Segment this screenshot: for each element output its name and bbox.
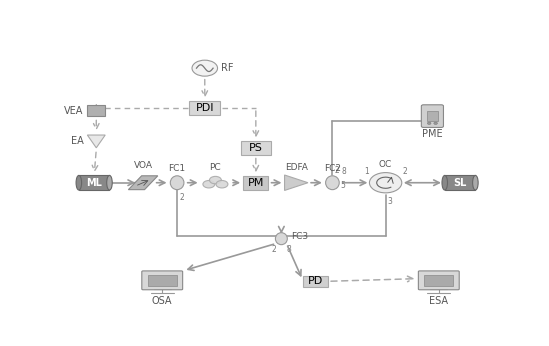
FancyBboxPatch shape (418, 271, 459, 290)
Ellipse shape (473, 175, 478, 190)
Text: PC: PC (210, 163, 221, 172)
Ellipse shape (276, 233, 287, 245)
Ellipse shape (170, 176, 184, 190)
Circle shape (192, 60, 217, 76)
Text: RF: RF (221, 63, 233, 73)
Text: EA: EA (71, 136, 83, 146)
FancyBboxPatch shape (142, 271, 183, 290)
Text: ML: ML (86, 178, 102, 188)
Text: OSA: OSA (152, 297, 172, 307)
FancyBboxPatch shape (303, 276, 328, 286)
Circle shape (428, 122, 431, 125)
Ellipse shape (442, 175, 447, 190)
Ellipse shape (76, 175, 82, 190)
FancyBboxPatch shape (421, 105, 444, 127)
Polygon shape (445, 175, 475, 190)
Text: PM: PM (248, 178, 264, 188)
Text: 2: 2 (402, 167, 407, 176)
Text: PD: PD (308, 276, 323, 286)
Polygon shape (79, 175, 109, 190)
Text: ML: ML (93, 195, 95, 196)
Text: OC: OC (379, 161, 392, 170)
Polygon shape (284, 175, 308, 190)
FancyBboxPatch shape (427, 111, 438, 120)
Text: FC3: FC3 (291, 232, 308, 241)
Circle shape (216, 181, 228, 188)
Text: 8: 8 (287, 245, 291, 254)
Text: PDI: PDI (195, 103, 214, 113)
Polygon shape (128, 176, 158, 190)
Text: VOA: VOA (133, 161, 153, 170)
FancyBboxPatch shape (148, 275, 177, 286)
Text: 2: 2 (272, 245, 276, 254)
Text: SL: SL (453, 178, 467, 188)
Polygon shape (87, 135, 105, 148)
Text: 3: 3 (388, 197, 393, 206)
Circle shape (203, 181, 215, 188)
Circle shape (434, 122, 438, 125)
Text: 8: 8 (342, 167, 346, 176)
Circle shape (369, 173, 402, 193)
Text: PS: PS (249, 143, 263, 153)
Text: 2: 2 (179, 193, 184, 202)
Text: VEA: VEA (64, 106, 83, 116)
Text: 1: 1 (364, 167, 368, 176)
FancyBboxPatch shape (244, 176, 268, 190)
Text: FC2: FC2 (324, 164, 341, 173)
Text: EDFA: EDFA (285, 163, 307, 172)
FancyBboxPatch shape (87, 106, 105, 116)
Ellipse shape (107, 175, 112, 190)
Text: FC1: FC1 (169, 164, 186, 173)
FancyBboxPatch shape (189, 101, 220, 115)
FancyBboxPatch shape (240, 142, 271, 155)
Text: ESA: ESA (429, 297, 449, 307)
Text: 5: 5 (340, 181, 345, 190)
Text: 2: 2 (334, 166, 339, 175)
Ellipse shape (326, 176, 339, 190)
Text: PME: PME (422, 129, 442, 139)
Circle shape (210, 176, 221, 184)
FancyBboxPatch shape (424, 275, 453, 286)
